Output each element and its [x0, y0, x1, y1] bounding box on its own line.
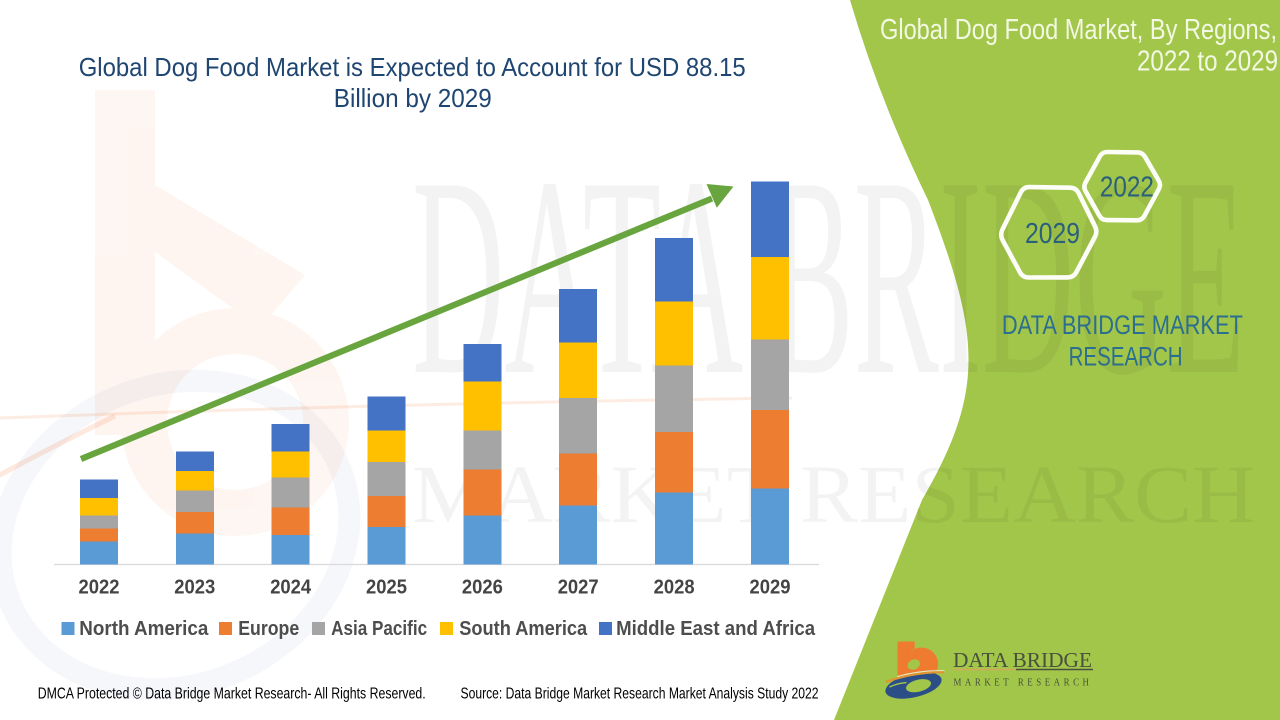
svg-text:Billion by 2029: Billion by 2029 — [334, 83, 492, 113]
svg-text:2025: 2025 — [366, 577, 407, 599]
svg-text:Europe: Europe — [238, 618, 299, 640]
svg-text:DATA BRIDGE MARKET: DATA BRIDGE MARKET — [1002, 310, 1243, 340]
svg-text:MARKET RESEARCH: MARKET RESEARCH — [954, 678, 1093, 689]
svg-text:2029: 2029 — [750, 577, 791, 599]
svg-text:2029: 2029 — [1025, 218, 1080, 250]
svg-text:North America: North America — [79, 618, 209, 640]
svg-text:2022 to 2029: 2022 to 2029 — [1137, 45, 1278, 77]
svg-text:2022: 2022 — [79, 577, 120, 599]
svg-text:DMCA Protected © Data Bridge M: DMCA Protected © Data Bridge Market Rese… — [38, 686, 426, 703]
svg-text:RESEARCH: RESEARCH — [1069, 342, 1183, 372]
svg-text:Middle East and Africa: Middle East and Africa — [616, 618, 816, 640]
svg-text:DATA BRIDGE: DATA BRIDGE — [953, 648, 1092, 672]
svg-text:Source: Data Bridge Market Res: Source: Data Bridge Market Research Mark… — [461, 686, 819, 703]
svg-text:2028: 2028 — [654, 577, 695, 599]
svg-text:2024: 2024 — [270, 577, 312, 599]
svg-text:2026: 2026 — [462, 577, 503, 599]
svg-text:Global Dog Food Market is Expe: Global Dog Food Market is Expected to Ac… — [79, 52, 746, 82]
svg-text:South America: South America — [459, 618, 588, 640]
svg-text:2027: 2027 — [558, 577, 599, 599]
svg-text:Asia Pacific: Asia Pacific — [331, 618, 427, 640]
svg-text:2022: 2022 — [1100, 171, 1154, 203]
svg-text:2023: 2023 — [174, 577, 215, 599]
svg-text:Global Dog Food Market, By Reg: Global Dog Food Market, By Regions, — [880, 14, 1277, 46]
